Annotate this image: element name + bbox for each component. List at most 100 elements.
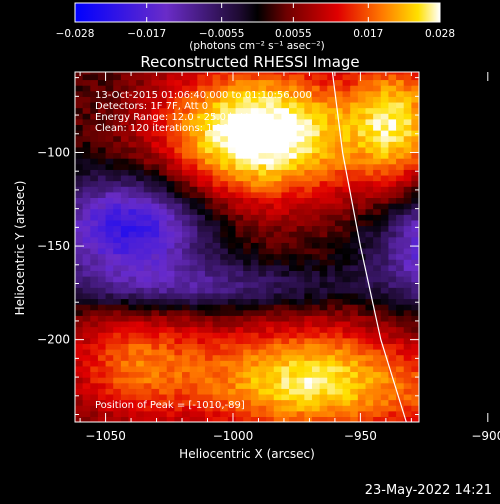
heatmap-cell <box>243 270 252 277</box>
heatmap-cell <box>388 242 397 249</box>
heatmap-cell <box>304 152 313 159</box>
heatmap-cell <box>403 276 412 283</box>
heatmap-cell <box>235 158 244 165</box>
heatmap-cell <box>327 169 336 176</box>
heatmap-cell <box>235 236 244 243</box>
heatmap-cell <box>357 180 367 187</box>
heatmap-cell <box>296 405 305 412</box>
heatmap-cell <box>189 264 198 271</box>
heatmap-cell <box>289 343 298 350</box>
heatmap-cell <box>357 158 367 165</box>
heatmap-cell <box>311 242 321 249</box>
heatmap-cell <box>227 264 237 271</box>
heatmap-cell <box>258 101 267 109</box>
heatmap-cell <box>227 180 237 187</box>
heatmap-cell <box>403 247 412 255</box>
heatmap-cell <box>151 247 160 255</box>
heatmap-cell <box>143 309 153 316</box>
heatmap-cell <box>227 382 237 389</box>
heatmap-cell <box>212 276 221 283</box>
heatmap-cell <box>319 118 328 125</box>
heatmap-cell <box>403 270 412 277</box>
heatmap-cell <box>380 163 390 170</box>
heatmap-cell <box>411 399 419 406</box>
heatmap-cell <box>273 73 282 81</box>
heatmap-cell <box>113 180 122 187</box>
heatmap-cell <box>197 393 206 401</box>
heatmap-cell <box>296 214 305 221</box>
heatmap-cell <box>289 332 298 339</box>
heatmap-cell <box>403 208 412 215</box>
heatmap-cell <box>334 371 344 378</box>
heatmap-cell <box>75 304 84 311</box>
heatmap-cell <box>204 203 214 210</box>
heatmap-cell <box>204 219 214 227</box>
heatmap-cell <box>189 236 198 243</box>
heatmap-cell <box>281 208 290 215</box>
heatmap-cell <box>90 405 99 412</box>
heatmap-cell <box>411 416 419 422</box>
heatmap-cell <box>204 141 214 148</box>
heatmap-cell <box>380 169 390 176</box>
heatmap-cell <box>136 113 145 120</box>
heatmap-cell <box>411 225 419 232</box>
heatmap-cell <box>350 393 359 401</box>
heatmap-cell <box>151 73 160 81</box>
heatmap-cell <box>396 72 405 75</box>
heatmap-cell <box>143 113 153 120</box>
heatmap-cell <box>227 158 237 165</box>
heatmap-cell <box>113 208 122 215</box>
heatmap-cell <box>296 349 305 356</box>
heatmap-cell <box>90 343 99 350</box>
heatmap-cell <box>75 214 84 221</box>
heatmap-cell <box>227 320 237 328</box>
heatmap-cell <box>159 298 168 305</box>
heatmap-cell <box>82 309 91 316</box>
heatmap-cell <box>220 405 229 412</box>
heatmap-cell <box>334 85 344 92</box>
heatmap-cell <box>159 208 168 215</box>
heatmap-cell <box>151 203 160 210</box>
heatmap-cell <box>204 169 214 176</box>
heatmap-cell <box>266 90 275 97</box>
heatmap-cell <box>281 79 290 86</box>
heatmap-cell <box>174 146 183 154</box>
colorbar-tick-label: −0.0055 <box>199 28 245 40</box>
heatmap-cell <box>327 146 336 154</box>
heatmap-cell <box>304 247 313 255</box>
heatmap-cell <box>197 309 206 316</box>
heatmap-cell <box>365 191 374 198</box>
heatmap-cell <box>204 118 214 125</box>
heatmap-cell <box>327 315 336 322</box>
heatmap-cell <box>220 231 229 238</box>
heatmap-cell <box>319 388 328 395</box>
heatmap-cell <box>380 186 390 193</box>
heatmap-cell <box>174 292 183 300</box>
heatmap-cell <box>204 214 214 221</box>
heatmap-cell <box>174 197 183 204</box>
heatmap-cell <box>143 405 153 412</box>
heatmap-cell <box>105 174 114 182</box>
heatmap-cell <box>266 281 275 288</box>
heatmap-cell <box>105 281 114 288</box>
heatmap-cell <box>281 141 290 148</box>
heatmap-cell <box>365 73 374 81</box>
heatmap-cell <box>204 113 214 120</box>
heatmap-cell <box>281 315 290 322</box>
heatmap-cell <box>90 135 99 142</box>
heatmap-cell <box>273 231 282 238</box>
heatmap-cell <box>403 382 412 389</box>
heatmap-cell <box>166 135 175 142</box>
heatmap-cell <box>289 270 298 277</box>
heatmap-cell <box>235 85 244 92</box>
heatmap-cell <box>311 320 321 328</box>
heatmap-cell <box>357 96 367 103</box>
heatmap-cell <box>365 101 374 109</box>
colorbar-unit-label: (photons cm⁻² s⁻¹ asec⁻²) <box>189 40 324 52</box>
heatmap-cell <box>289 236 298 243</box>
heatmap-cell <box>319 292 328 300</box>
heatmap-cell <box>90 214 99 221</box>
heatmap-cell <box>411 337 419 344</box>
heatmap-cell <box>388 118 397 125</box>
heatmap-cell <box>296 382 305 389</box>
